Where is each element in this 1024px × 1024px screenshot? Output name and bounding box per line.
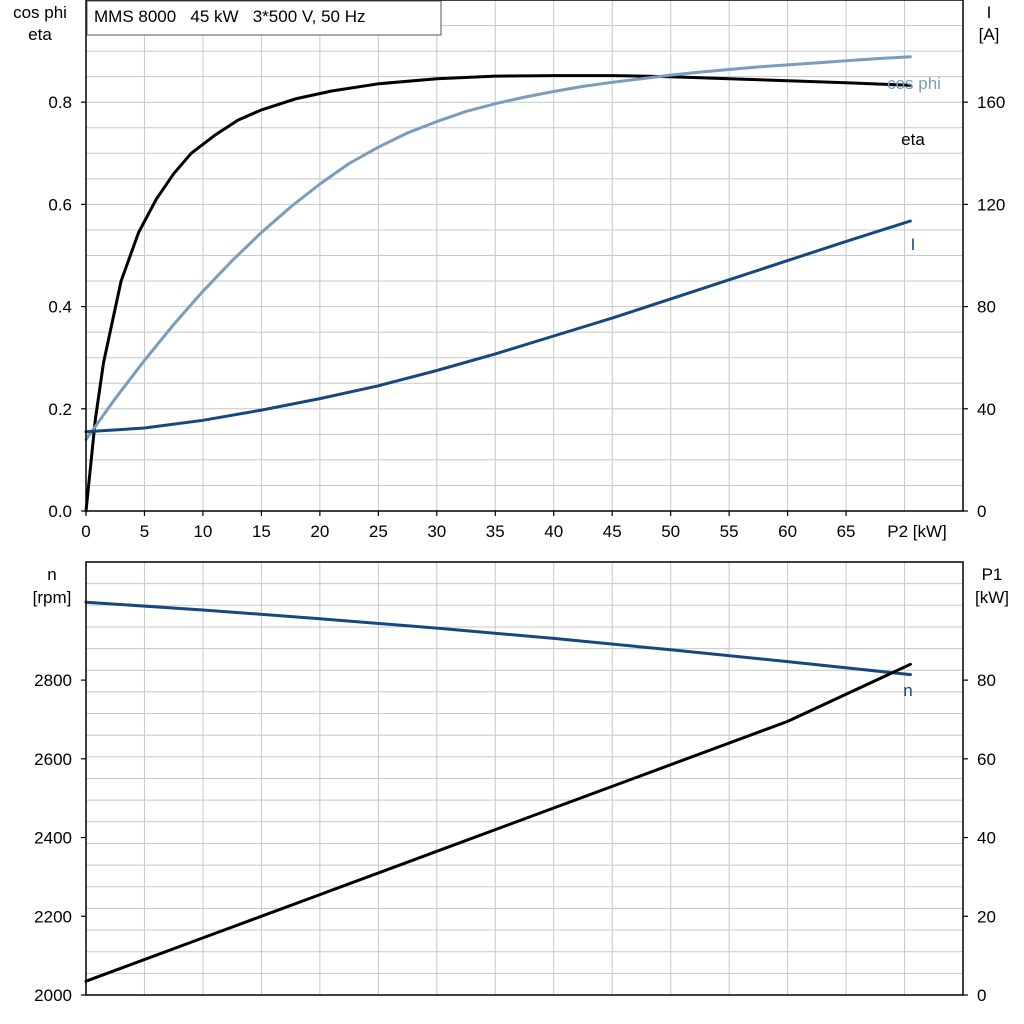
top-right-tick-label: 160 [977, 93, 1005, 112]
top-gridlines [86, 0, 963, 511]
top-x-tick-label: 50 [661, 522, 680, 541]
bottom-left-tick-label: 2400 [34, 829, 72, 848]
top-series-group [84, 55, 912, 513]
bottom-right-tick-label: 20 [977, 907, 996, 926]
top-right-tick-label: 80 [977, 298, 996, 317]
top-x-tick-label: 25 [369, 522, 388, 541]
top-tick-labels: 0.0 0.2 0.4 0.6 0.8 0 40 80 120 160 0 5 10 15 20 25 30 35… [48, 93, 1005, 541]
series-label-cos-phi: cos phi [887, 74, 941, 93]
top-left-tick-label: 0.0 [48, 502, 72, 521]
top-title-box: MMS 8000 45 kW 3*500 V, 50 Hz [86, 0, 442, 36]
top-x-tick-label: 5 [140, 522, 149, 541]
top-left-axis-label-2: eta [28, 25, 52, 44]
top-x-tick-label: 40 [544, 522, 563, 541]
bottom-plot-frame [85, 561, 964, 996]
bottom-left-tick-label: 2200 [34, 907, 72, 926]
top-panel: 0.0 0.2 0.4 0.6 0.8 0 40 80 120 160 0 5 10 15 20 25 30 35… [13, 0, 1005, 541]
top-x-tick-label: 65 [837, 522, 856, 541]
bottom-left-tick-label: 2600 [34, 750, 72, 769]
top-series-line-3 [84, 219, 912, 434]
series-label-current: I [911, 235, 916, 254]
bottom-left-axis-label-1: n [47, 565, 56, 584]
top-x-axis-label: P2 [kW] [887, 522, 947, 541]
bottom-left-tick-label: 2800 [34, 671, 72, 690]
top-series-line-2 [84, 55, 912, 441]
bottom-right-tick-label: 80 [977, 671, 996, 690]
top-x-tick-label: 15 [252, 522, 271, 541]
bottom-panel: 2000 2200 2400 2600 2800 0 20 40 60 80 n [rpm] P1… [33, 561, 1009, 1005]
top-plot-frame [85, 0, 964, 512]
series-label-speed: n [903, 681, 912, 700]
top-left-tick-label: 0.2 [48, 400, 72, 419]
top-right-tick-label: 0 [977, 502, 986, 521]
bottom-right-tick-label: 0 [977, 986, 986, 1005]
top-right-axis-label-1: I [987, 3, 992, 22]
top-x-tick-label: 0 [81, 522, 90, 541]
top-x-tick-label: 30 [427, 522, 446, 541]
top-chart-title: MMS 8000 45 kW 3*500 V, 50 Hz [94, 7, 366, 26]
top-right-tick-label: 120 [977, 195, 1005, 214]
bottom-gridlines [86, 562, 963, 995]
top-left-tick-label: 0.4 [48, 298, 72, 317]
bottom-right-tick-label: 40 [977, 829, 996, 848]
top-x-tick-label: 45 [603, 522, 622, 541]
bottom-tick-labels: 2000 2200 2400 2600 2800 0 20 40 60 80 [34, 671, 996, 1005]
bottom-right-axis-label-2: [kW] [975, 588, 1009, 607]
top-x-tick-label: 35 [486, 522, 505, 541]
top-x-tick-label: 60 [778, 522, 797, 541]
top-series-line-1 [84, 74, 912, 513]
top-right-axis-label-2: [A] [979, 25, 1000, 44]
top-x-tick-label: 55 [720, 522, 739, 541]
bottom-right-axis-label-1: P1 [982, 565, 1003, 584]
bottom-series-group [84, 600, 912, 983]
series-label-eta: eta [901, 130, 925, 149]
top-left-tick-label: 0.6 [48, 195, 72, 214]
top-left-axis-label-1: cos phi [13, 3, 67, 22]
bottom-right-tick-label: 60 [977, 750, 996, 769]
bottom-series-line-2 [84, 662, 912, 983]
top-left-tick-label: 0.8 [48, 93, 72, 112]
top-x-tick-label: 20 [310, 522, 329, 541]
bottom-left-tick-label: 2000 [34, 986, 72, 1005]
top-right-tick-label: 40 [977, 400, 996, 419]
bottom-series-line-1 [84, 600, 912, 677]
top-x-tick-label: 10 [193, 522, 212, 541]
bottom-left-axis-label-2: [rpm] [33, 588, 72, 607]
